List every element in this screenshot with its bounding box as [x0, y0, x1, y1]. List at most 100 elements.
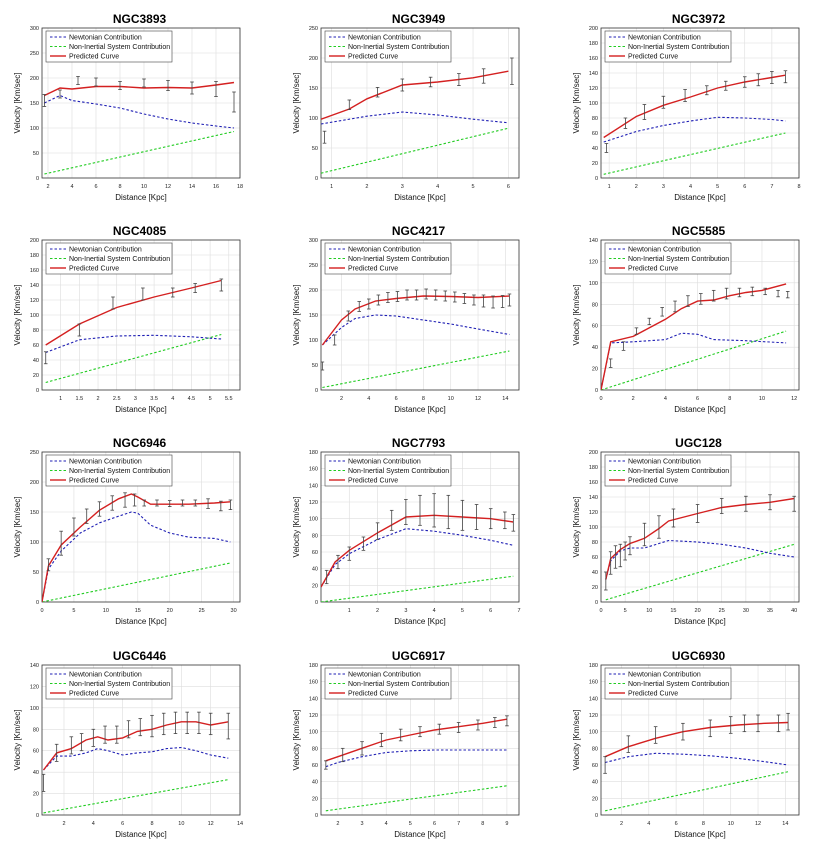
error-bar	[366, 298, 371, 310]
error-bar	[150, 714, 154, 738]
y-tick-label: 160	[589, 480, 598, 486]
error-bar	[634, 327, 639, 335]
chart-title: NGC4085	[112, 224, 167, 238]
y-tick-label: 60	[592, 324, 598, 330]
y-tick-label: 100	[589, 525, 598, 531]
error-bar	[785, 291, 790, 299]
chart-svg: 1 2 3 4 5 6 0 50 100 150 200 250 Distance [Kpc] Veloc…	[292, 26, 520, 202]
error-bar	[79, 733, 84, 752]
error-bar	[724, 287, 729, 300]
x-tick-label: 8	[728, 396, 731, 402]
y-tick-label: 80	[312, 746, 318, 752]
series-group	[603, 712, 790, 812]
newtonian-series-line	[325, 749, 507, 768]
chart-title: NGC3893	[112, 12, 167, 26]
legend-label-noninertial: Non-Inertial System Contribution	[348, 681, 449, 688]
legend-box	[604, 242, 732, 275]
legend-label-newtonian: Newtonian Contribution	[69, 672, 142, 679]
x-tick-label: 10	[646, 608, 652, 614]
x-tick-label: 30	[231, 608, 237, 614]
legend-label-noninertial: Non-Inertial System Contribution	[348, 256, 449, 263]
y-tick-label: 300	[309, 238, 318, 244]
y-tick-label: 80	[592, 746, 598, 752]
error-bar	[742, 714, 747, 733]
y-tick-label: 300	[30, 26, 39, 32]
y-tick-label: 160	[589, 680, 598, 686]
x-tick-label: 4	[647, 821, 650, 827]
y-tick-label: 140	[30, 663, 39, 669]
x-tick-label: 1	[348, 608, 351, 614]
series-group	[603, 70, 788, 175]
y-tick-label: 20	[592, 796, 598, 802]
y-axis-label: Velocity [Km/sec]	[292, 285, 301, 346]
series-group	[42, 492, 233, 602]
legend-label-newtonian: Newtonian Contribution	[348, 35, 421, 42]
error-bar	[681, 722, 685, 741]
predicted-series-line	[601, 283, 787, 390]
error-bar	[340, 747, 345, 763]
x-tick-label: 7	[457, 821, 460, 827]
x-tick-label: 2	[365, 184, 368, 190]
chart-svg: 2 3 4 5 6 7 8 9 0 20 40 60 80 100 120 140 160 180 Distance…	[292, 663, 520, 839]
error-bar	[219, 500, 223, 512]
y-tick-label: 0	[595, 600, 598, 606]
chart-panel-ugc128: UGC128 0 5 10 15 20 25 30 35 40 0 20 40 60 80 100 120 140…	[559, 424, 838, 636]
y-tick-label: 40	[592, 345, 598, 351]
legend: Newtonian Contribution Non-Inertial Syste…	[604, 454, 732, 487]
legend-label-predicted: Predicted Curve	[348, 266, 398, 273]
x-tick-label: 4	[171, 396, 174, 402]
y-tick-label: 100	[309, 338, 318, 344]
error-bar	[336, 554, 340, 570]
y-tick-label: 20	[592, 367, 598, 373]
x-tick-label: 6	[395, 396, 398, 402]
legend-label-newtonian: Newtonian Contribution	[69, 459, 142, 466]
error-bar	[142, 78, 146, 88]
chart-panel-ngc5585: NGC5585 0 2 4 6 8 10 12 0 20 40 60 80 100 120 140 Distan…	[559, 212, 838, 424]
legend: Newtonian Contribution Non-Inertial Syste…	[604, 242, 732, 275]
x-tick-label: 2	[376, 608, 379, 614]
predicted-series-line	[605, 497, 795, 580]
chart-title: NGC5585	[671, 224, 726, 238]
y-tick-label: 50	[312, 146, 318, 152]
legend-label-noninertial: Non-Inertial System Contribution	[628, 256, 729, 263]
x-tick-label: 8	[118, 184, 121, 190]
error-bar	[742, 76, 747, 88]
error-bar	[457, 73, 461, 86]
chart-svg: 1 2 3 4 5 6 7 8020406080100120140160180200Dista…	[572, 26, 801, 202]
chart-title: NGC7793	[391, 436, 446, 450]
x-tick-label: 5	[472, 184, 475, 190]
y-tick-label: 150	[309, 313, 318, 319]
series-group	[42, 711, 231, 814]
legend-label-noninertial: Non-Inertial System Contribution	[348, 44, 449, 51]
x-axis-label: Distance [Kpc]	[115, 193, 167, 202]
y-tick-label: 60	[33, 343, 39, 349]
x-tick-label: 3	[662, 184, 665, 190]
x-tick-label: 10	[448, 396, 454, 402]
error-bar	[623, 117, 628, 129]
error-bar	[42, 94, 47, 107]
chart-title: UGC6446	[112, 649, 167, 663]
y-tick-label: 120	[589, 510, 598, 516]
y-tick-label: 140	[589, 71, 598, 77]
error-bar	[379, 732, 384, 748]
x-tick-label: 9	[505, 821, 508, 827]
error-bar	[347, 99, 352, 110]
series-group	[601, 283, 790, 390]
legend-box	[324, 667, 452, 700]
legend-label-predicted: Predicted Curve	[348, 54, 398, 61]
error-bar	[76, 76, 80, 85]
x-tick-label: 4	[385, 821, 388, 827]
x-tick-label: 5.5	[225, 396, 233, 402]
error-bar	[647, 317, 652, 326]
x-tick-label: 4	[436, 184, 439, 190]
y-tick-label: 150	[30, 101, 39, 107]
error-bar	[768, 494, 772, 511]
error-bar	[604, 571, 608, 591]
error-bar	[626, 735, 631, 753]
y-tick-label: 0	[315, 600, 318, 606]
y-tick-label: 200	[30, 238, 39, 244]
error-bar	[376, 294, 381, 306]
y-tick-label: 140	[589, 495, 598, 501]
